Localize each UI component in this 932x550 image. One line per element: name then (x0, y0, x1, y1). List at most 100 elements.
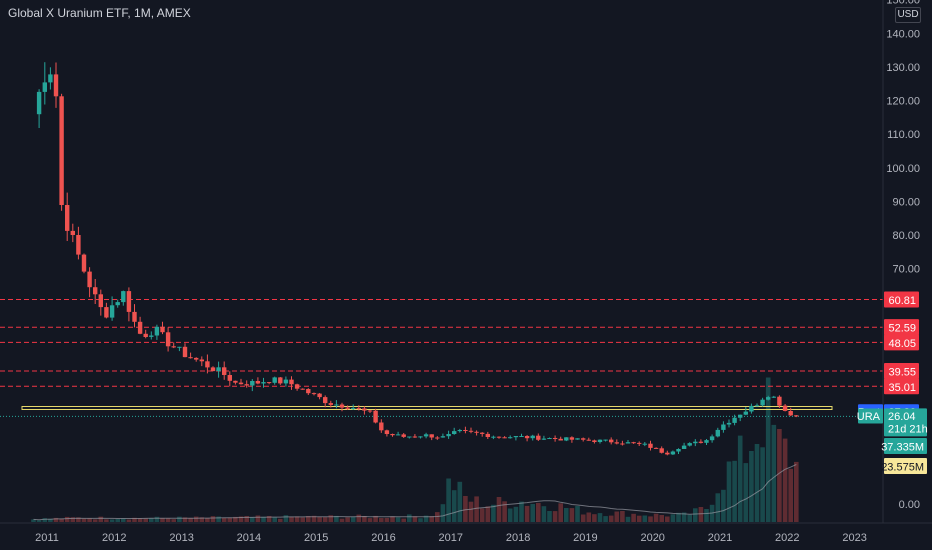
candle[interactable] (334, 404, 339, 406)
candle[interactable] (300, 388, 305, 390)
candle[interactable] (149, 335, 154, 337)
candle[interactable] (721, 424, 726, 430)
candle[interactable] (188, 357, 193, 359)
candle[interactable] (126, 291, 132, 312)
candle[interactable] (36, 91, 42, 115)
candle[interactable] (637, 442, 642, 444)
candle[interactable] (70, 230, 75, 235)
candle[interactable] (609, 439, 614, 443)
candle[interactable] (575, 438, 580, 440)
candle[interactable] (132, 311, 137, 322)
candle[interactable] (278, 377, 283, 384)
candle[interactable] (345, 407, 350, 409)
candle[interactable] (121, 291, 126, 303)
candle[interactable] (373, 410, 378, 423)
candle[interactable] (581, 438, 586, 440)
candle[interactable] (687, 443, 692, 446)
candle[interactable] (491, 436, 496, 438)
candle[interactable] (440, 436, 446, 438)
candle[interactable] (272, 377, 277, 383)
candle[interactable] (294, 384, 300, 389)
candle[interactable] (738, 414, 743, 418)
candle[interactable] (468, 430, 474, 432)
candle[interactable] (42, 82, 47, 92)
candle[interactable] (726, 422, 732, 425)
candle[interactable] (620, 443, 625, 445)
candle[interactable] (104, 307, 109, 318)
candle[interactable] (709, 436, 715, 441)
candle[interactable] (586, 439, 591, 441)
candle[interactable] (429, 434, 434, 438)
candle[interactable] (53, 74, 59, 97)
candle[interactable] (76, 235, 81, 255)
candle[interactable] (777, 396, 782, 406)
candle[interactable] (194, 357, 199, 360)
candle[interactable] (530, 435, 535, 439)
candle[interactable] (603, 439, 608, 441)
candle[interactable] (210, 367, 216, 372)
candle[interactable] (457, 430, 462, 432)
candle[interactable] (205, 361, 210, 368)
candle[interactable] (81, 254, 87, 272)
candle[interactable] (306, 389, 311, 394)
candle[interactable] (250, 381, 255, 386)
currency-button[interactable]: USD (895, 7, 921, 23)
candle[interactable] (423, 434, 429, 437)
candle[interactable] (261, 382, 266, 384)
candle[interactable] (536, 435, 541, 440)
candle[interactable] (653, 447, 659, 449)
candle[interactable] (452, 431, 457, 434)
candle[interactable] (351, 408, 356, 410)
candle[interactable] (317, 393, 322, 398)
candle[interactable] (98, 294, 103, 308)
candle[interactable] (496, 436, 502, 438)
candle[interactable] (446, 434, 451, 437)
candle[interactable] (564, 437, 569, 441)
candle[interactable] (788, 411, 793, 416)
candle[interactable] (524, 436, 530, 439)
candle[interactable] (137, 321, 143, 334)
candle[interactable] (379, 422, 384, 431)
candle[interactable] (65, 205, 70, 231)
candle[interactable] (412, 436, 418, 438)
candle[interactable] (760, 399, 765, 406)
candle[interactable] (648, 443, 653, 448)
candle[interactable] (732, 417, 737, 423)
candle[interactable] (597, 439, 603, 442)
candle[interactable] (115, 302, 120, 306)
candle[interactable] (255, 381, 261, 384)
candle[interactable] (614, 442, 619, 444)
candle[interactable] (782, 405, 788, 411)
candle[interactable] (233, 380, 238, 383)
candle[interactable] (323, 397, 328, 404)
candle[interactable] (177, 346, 182, 348)
candle[interactable] (552, 438, 558, 439)
candle[interactable] (418, 436, 423, 438)
candle[interactable] (154, 326, 160, 336)
candle[interactable] (93, 287, 98, 295)
candle[interactable] (48, 74, 53, 83)
time-axis[interactable]: 2011 2012 2013 2014 2015 2016 2017 2018 2019 2020… (35, 532, 867, 544)
candle[interactable] (238, 382, 244, 385)
candle[interactable] (676, 449, 681, 452)
candle[interactable] (474, 431, 479, 433)
candle[interactable] (665, 452, 670, 455)
candle[interactable] (519, 436, 524, 437)
candle[interactable] (384, 430, 390, 434)
candle[interactable] (766, 397, 771, 400)
candle[interactable] (547, 438, 552, 439)
candle[interactable] (283, 379, 289, 384)
candle[interactable] (743, 411, 748, 415)
candle[interactable] (401, 434, 406, 437)
candle[interactable] (59, 96, 64, 205)
candle[interactable] (311, 393, 317, 395)
candle[interactable] (693, 441, 698, 444)
candle[interactable] (182, 346, 188, 358)
candle[interactable] (289, 379, 294, 385)
candle[interactable] (631, 442, 636, 444)
candle[interactable] (794, 415, 799, 417)
candle[interactable] (715, 429, 720, 437)
candle[interactable] (160, 326, 165, 333)
candle[interactable] (143, 333, 148, 337)
